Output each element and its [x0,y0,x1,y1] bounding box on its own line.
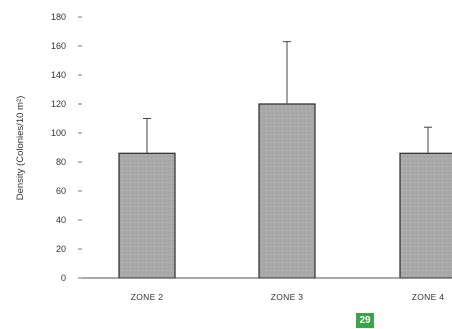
y-axis: 0 20 40 60 80 100 120 140 160 180 [51,12,82,283]
y-tick-label: 40 [56,215,66,225]
bar [399,152,452,279]
bars [118,103,452,279]
x-tick-label: ZONE 4 [412,292,445,302]
bar [258,103,316,279]
y-tick-label: 80 [56,157,66,167]
x-tick-label: ZONE 3 [271,292,304,302]
y-tick-label: 20 [56,244,66,254]
y-tick-label: 140 [51,70,66,80]
page-number-badge: 29 [356,313,374,328]
y-tick-label: 120 [51,99,66,109]
y-tick-label: 160 [51,41,66,51]
y-tick-label: 180 [51,12,66,22]
y-tick-label: 60 [56,186,66,196]
x-axis: ZONE 2 ZONE 3 ZONE 4 [82,277,452,302]
y-axis-title: Density (Colonies/10 m²) [15,96,26,201]
error-bars [143,41,432,154]
y-tick-label: 0 [61,273,66,283]
y-tick-label: 100 [51,128,66,138]
bar [118,152,176,279]
x-tick-label: ZONE 2 [131,292,164,302]
